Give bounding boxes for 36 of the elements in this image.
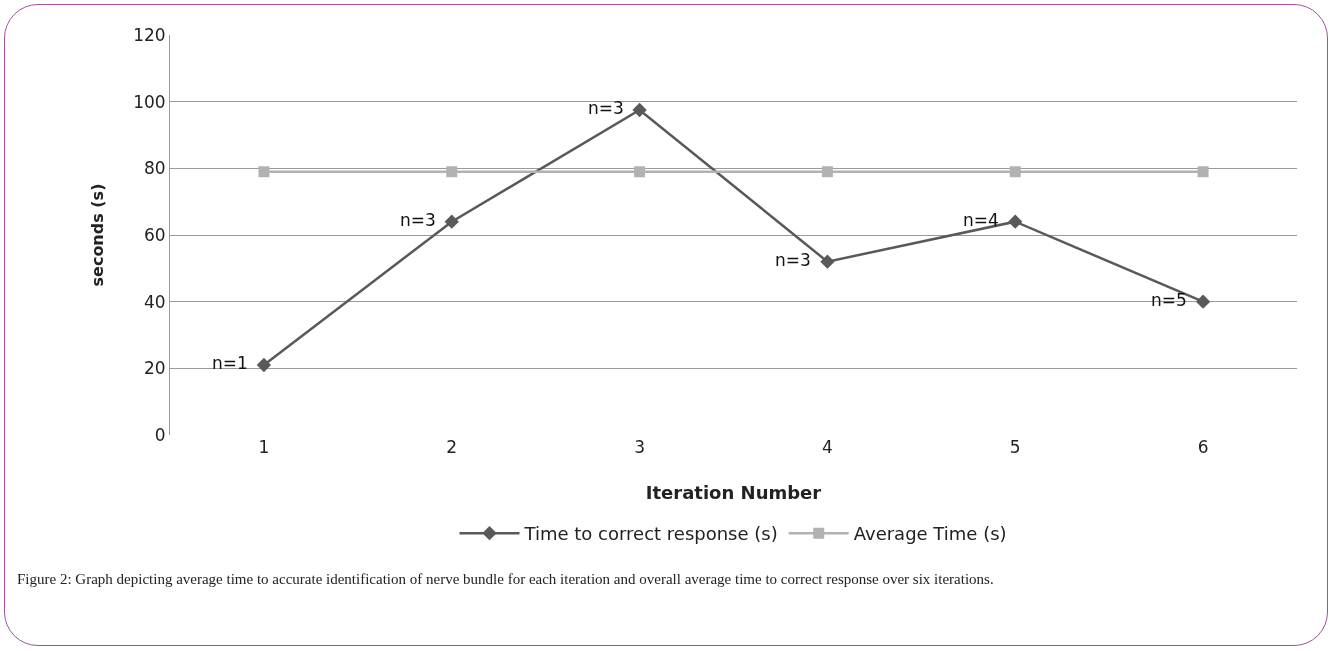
x-tick-label: 3 xyxy=(634,437,645,457)
x-tick-label: 6 xyxy=(1197,437,1209,457)
y-tick-label: 80 xyxy=(143,158,166,179)
x-tick-label: 1 xyxy=(258,437,270,457)
x-tick-label: 4 xyxy=(822,437,833,457)
point xyxy=(632,102,647,118)
x-axis-title: Iteration Number xyxy=(645,482,822,504)
point xyxy=(1195,294,1211,309)
point xyxy=(634,166,646,178)
y-tick-label: 60 xyxy=(143,224,166,245)
annotation: n=3 xyxy=(400,210,436,230)
y-tick-label: 40 xyxy=(143,291,166,312)
annotation: n=3 xyxy=(588,98,624,118)
point xyxy=(258,166,270,178)
point xyxy=(821,166,833,178)
y-tick-label: 120 xyxy=(133,24,166,45)
annotation: n=5 xyxy=(1151,290,1187,310)
point xyxy=(820,254,835,269)
legend-label: Average Time (s) xyxy=(853,523,1007,545)
x-tick-label: 2 xyxy=(446,437,458,457)
point xyxy=(1008,214,1023,229)
annotation: n=1 xyxy=(212,353,248,373)
caption: Figure 2: Graph depicting average time to accurate identification of nerve bundle for each iteration and overall average time to correct response over six iterations. xyxy=(16,570,995,589)
legend-label: Time to correct response (s) xyxy=(523,523,778,545)
point xyxy=(1009,166,1021,178)
annotation: n=3 xyxy=(775,250,811,270)
point xyxy=(1197,166,1209,178)
y-tick-label: 100 xyxy=(133,91,166,112)
y-tick-label: 20 xyxy=(143,358,166,379)
y-axis-title: seconds (s) xyxy=(88,183,108,287)
point xyxy=(446,166,458,178)
point xyxy=(256,357,272,373)
x-tick-label: 5 xyxy=(1009,437,1021,457)
annotation: n=4 xyxy=(963,210,999,230)
point xyxy=(444,214,459,229)
y-tick-label: 0 xyxy=(154,424,166,445)
